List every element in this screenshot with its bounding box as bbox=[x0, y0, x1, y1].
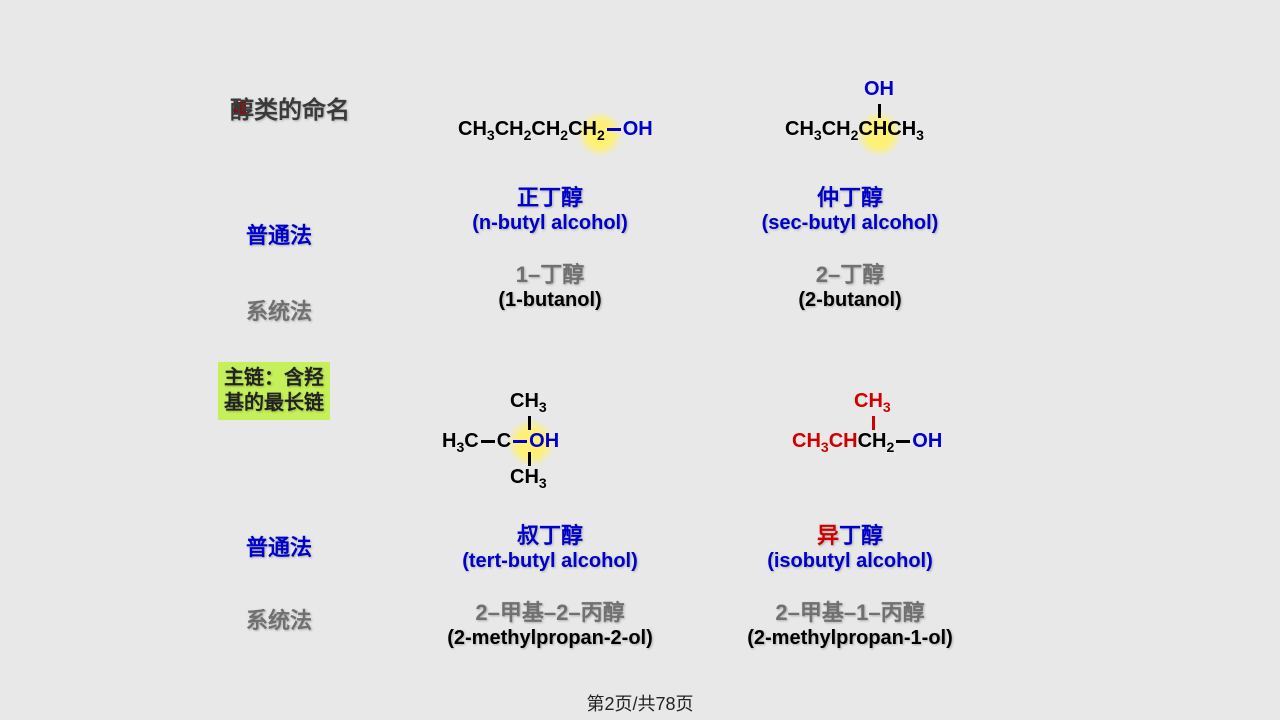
bond-v3a bbox=[528, 416, 531, 430]
c3-sys-cn: 2–甲基–2–丙醇 bbox=[420, 595, 680, 627]
label-common-2: 普通法 bbox=[246, 530, 312, 562]
compound-2-names: 仲丁醇 (sec-butyl alcohol) 2–丁醇 (2-butanol) bbox=[720, 180, 980, 312]
c2-sys-cn: 2–丁醇 bbox=[720, 257, 980, 289]
c3-common-en: (tert-butyl alcohol) bbox=[420, 550, 680, 573]
c1-common-en: (n-butyl alcohol) bbox=[420, 212, 680, 235]
formula-1: CH3CH2CH2CH2OH bbox=[458, 118, 653, 143]
bond-v4 bbox=[872, 416, 875, 430]
c4-sys-cn: 2–甲基–1–丙醇 bbox=[720, 595, 980, 627]
c1-sys-en: (1-butanol) bbox=[420, 289, 680, 312]
formula-3-main: H3CCOH bbox=[442, 430, 559, 455]
formula-4-top: CH3 bbox=[854, 390, 891, 415]
oh-4: OH bbox=[912, 430, 942, 452]
label-common-1: 普通法 bbox=[246, 218, 312, 250]
oh-2: OH bbox=[864, 78, 894, 101]
formula-4-main: CH3CHCH2OH bbox=[792, 430, 942, 455]
c4-common-en: (isobutyl alcohol) bbox=[720, 550, 980, 573]
bond-v3b bbox=[528, 452, 531, 466]
c1-sys-cn: 1–丁醇 bbox=[420, 257, 680, 289]
c3-common-cn: 叔丁醇 bbox=[420, 518, 680, 550]
c2-sys-en: (2-butanol) bbox=[720, 289, 980, 312]
c2-common-cn: 仲丁醇 bbox=[720, 180, 980, 212]
c4-common-cn: 异丁醇 bbox=[720, 518, 980, 550]
compound-1-names: 正丁醇 (n-butyl alcohol) 1–丁醇 (1-butanol) bbox=[420, 180, 680, 312]
formula-3-bot: CH3 bbox=[510, 466, 547, 491]
mainchain-line1: 主链：含羟 bbox=[224, 367, 324, 389]
label-systematic-2: 系统法 bbox=[246, 603, 312, 635]
mainchain-line2: 基的最长链 bbox=[224, 392, 324, 414]
oh-3: OH bbox=[529, 430, 559, 452]
label-systematic-1: 系统法 bbox=[246, 294, 312, 326]
c4-sys-en: (2-methylpropan-1-ol) bbox=[720, 627, 980, 650]
compound-4-names: 异丁醇 (isobutyl alcohol) 2–甲基–1–丙醇 (2-meth… bbox=[720, 518, 980, 650]
oh-1: OH bbox=[623, 118, 653, 140]
mainchain-note: 主链：含羟 基的最长链 bbox=[218, 362, 330, 420]
slide-title: 醇类的命名 bbox=[230, 90, 350, 125]
compound-3-names: 叔丁醇 (tert-butyl alcohol) 2–甲基–2–丙醇 (2-me… bbox=[420, 518, 680, 650]
formula-2: CH3CH2CHCH3 bbox=[785, 118, 924, 143]
page-footer: 第2页/共78页 bbox=[0, 690, 1280, 716]
c3-sys-en: (2-methylpropan-2-ol) bbox=[420, 627, 680, 650]
c1-common-cn: 正丁醇 bbox=[420, 180, 680, 212]
bond-v2 bbox=[878, 104, 881, 118]
c2-common-en: (sec-butyl alcohol) bbox=[720, 212, 980, 235]
formula-3-top: CH3 bbox=[510, 390, 547, 415]
